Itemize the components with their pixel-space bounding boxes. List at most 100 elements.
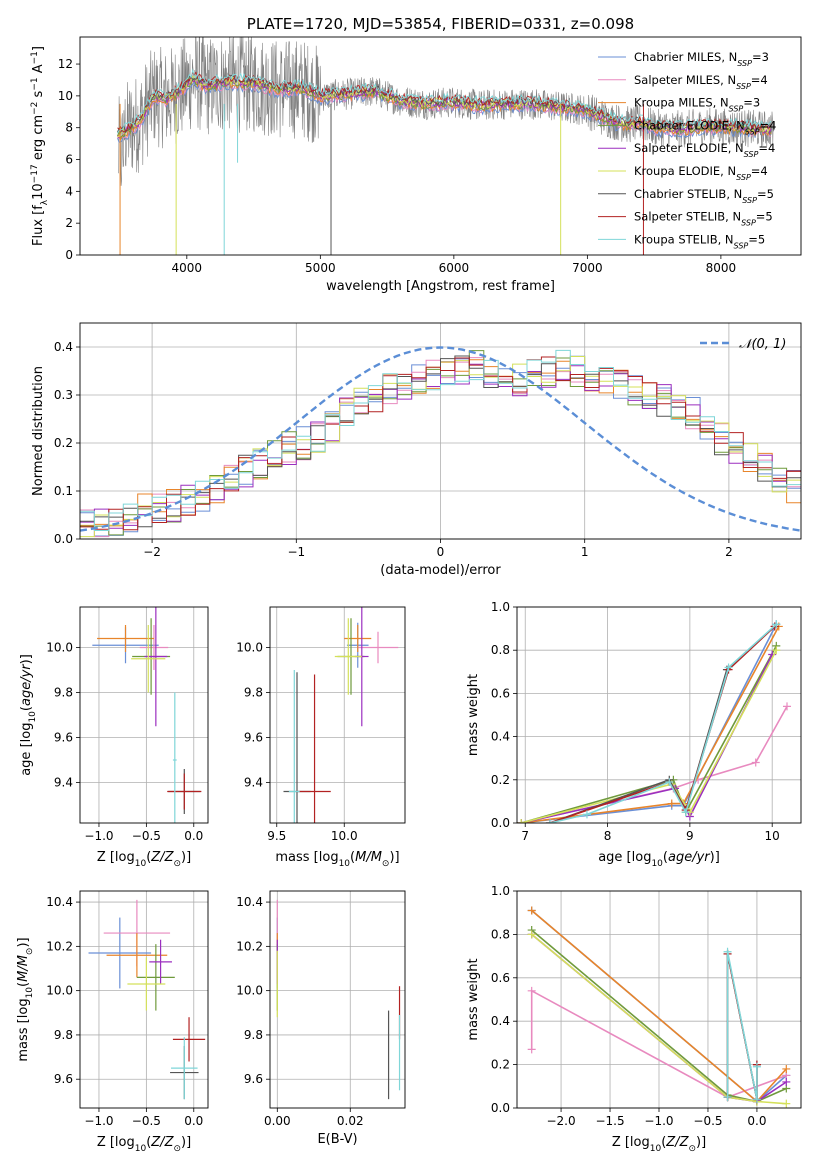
x-tick-label: 10 <box>765 829 780 843</box>
weight-line-kroupa_elodie <box>531 933 787 1105</box>
chart-title: PLATE=1720, MJD=53854, FIBERID=0331, z=0… <box>247 15 634 33</box>
legend-sub: SSP <box>741 218 756 227</box>
label-part: 10 <box>650 1144 662 1154</box>
x-axis-label: Z [log10(Z/Z⊙)] <box>612 1135 706 1154</box>
x-tick-label: 1 <box>581 545 589 559</box>
y-axis-label: Normed distribution <box>31 366 46 496</box>
weight-marker-kroupa_miles <box>782 1064 791 1073</box>
y-tick-label: 0.0 <box>491 1101 510 1115</box>
weight-marker-salpeter_miles <box>527 986 536 995</box>
x-tick-label: −0.5 <box>132 1114 161 1128</box>
weight-line-kroupa_elodie <box>520 649 778 823</box>
weight-marker-salpeter_miles <box>527 1045 536 1054</box>
y-tick-label: 0.1 <box>54 484 73 498</box>
y-tick-label: 9.6 <box>54 1072 73 1086</box>
label-part: age [log <box>598 850 651 865</box>
weight-marker-kroupa_elodie <box>782 1099 791 1108</box>
label-part: 10 <box>28 711 38 723</box>
weight-line-chabrier_elodie <box>531 929 787 1103</box>
weight-marker-kroupa_miles <box>667 799 676 808</box>
y-axis-label: mass [log10(M/M⊙)] <box>16 937 35 1061</box>
axes-frame <box>79 606 209 824</box>
x-tick-label: −1.0 <box>644 1114 673 1128</box>
legend-value: =4 <box>760 118 777 132</box>
legend-value: =5 <box>748 232 765 246</box>
x-axis-label: mass [log10(M/M⊙)] <box>275 850 399 869</box>
y-axis-label: Flux [fλ10−17 erg cm−2 s−1 A−1] <box>30 46 50 246</box>
panel-mass_vs_ebv: 0.00 0.02 9.6 9.8 10.0 10.2 10.4 E(B-V) <box>236 890 406 1147</box>
label-part: −1 <box>30 77 40 90</box>
grid <box>270 891 405 1108</box>
y-tick-label: 10.2 <box>46 939 73 953</box>
x-tick-label: 2 <box>725 545 733 559</box>
x-tick-label: 9.5 <box>267 829 286 843</box>
legend-name: Salpeter MILES, N <box>634 73 736 87</box>
label-part: Z/Z <box>150 1135 174 1150</box>
x-tick-label: −2 <box>143 545 161 559</box>
weight-line-kroupa_miles <box>520 626 780 823</box>
model-spectrum-kroupa_stelib <box>117 68 772 134</box>
x-tick-label: 9 <box>686 829 694 843</box>
label-part: age/yr <box>19 663 34 706</box>
legend-sub: SSP <box>737 59 752 68</box>
y-tick-label: 10.0 <box>46 641 73 655</box>
x-tick-label: 10.0 <box>331 829 358 843</box>
label-part: erg cm <box>31 115 46 164</box>
label-part: −17 <box>30 164 40 183</box>
weight-marker-kroupa_stelib <box>545 819 554 823</box>
plot-area <box>80 346 801 538</box>
x-tick-label: −1.0 <box>84 1114 113 1128</box>
weight-marker-kroupa_miles <box>527 906 536 915</box>
label-part: ⊙ <box>173 1144 181 1154</box>
legend-sub: SSP <box>745 127 760 136</box>
legend-name: Kroupa MILES, N <box>634 96 729 110</box>
y-tick-label: 10.4 <box>46 895 73 909</box>
y-tick-label: 10 <box>58 89 73 103</box>
x-tick-label: 8 <box>604 829 612 843</box>
x-tick-label: 0.00 <box>264 1114 291 1128</box>
y-tick-label: 9.8 <box>244 1028 263 1042</box>
axes-frame <box>269 890 406 1109</box>
legend-sub: SSP <box>736 173 751 182</box>
y-tick-label: 0 <box>65 248 73 262</box>
panel-age_vs_Z: −1.0 −0.5 0.09.49.69.810.0Z [log10(Z/Z⊙)]a… <box>19 606 209 869</box>
weight-line-kroupa_stelib <box>549 623 777 823</box>
x-tick-label: 8000 <box>706 261 737 275</box>
weight-marker-kroupa_stelib <box>665 777 674 786</box>
plot-area <box>88 899 206 1100</box>
weight-marker-kroupa_stelib <box>723 1093 732 1102</box>
label-part: age [log <box>19 723 34 776</box>
label-part: M/M <box>355 850 382 865</box>
panel-residuals: −2 −1 0 1 2 0.0 0.1 0.2 0.3 0.4 (data-model)/error… <box>31 322 802 578</box>
y-tick-label: 0.8 <box>491 927 510 941</box>
y-axis-label: age [log10(age/yr)] <box>19 654 38 776</box>
label-part: M/M <box>16 955 31 982</box>
panel-age_vs_mass: 9.5 10.0 9.4 9.6 9.8 10.0 mass [log10(M/M⊙)] <box>236 606 406 869</box>
weight-marker-kroupa_stelib <box>681 808 690 817</box>
y-tick-label: 10.0 <box>236 984 263 998</box>
plot-area <box>283 607 399 823</box>
label-part: ⊙ <box>25 948 35 956</box>
label-part: 10 <box>135 1144 147 1154</box>
grid <box>270 607 405 823</box>
label-part: Z/Z <box>665 1135 689 1150</box>
weight-marker-kroupa_stelib <box>772 620 781 629</box>
y-tick-label: 2 <box>65 216 73 230</box>
x-axis-label: age [log10(age/yr)] <box>598 850 720 869</box>
label-part: )] <box>16 937 31 947</box>
histogram-chabrier_stelib <box>80 355 801 528</box>
label-part: mass [log <box>275 850 338 865</box>
y-tick-label: 6 <box>65 153 73 167</box>
legend-sub: SSP <box>742 195 757 204</box>
panel-weight_vs_Z: −2.0 −1.5 −1.0 −0.5 0.0 0.0 0.2 0.4 0.6 0.8 1.0 mas… <box>466 884 802 1154</box>
x-tick-label: 4000 <box>172 261 203 275</box>
y-tick-label: 0.2 <box>491 773 510 787</box>
y-tick-label: 9.6 <box>244 1072 263 1086</box>
x-tick-label: 0.0 <box>747 1114 766 1128</box>
weight-line-chabrier_elodie <box>520 645 778 823</box>
x-axis-label: Z [log10(Z/Z⊙)] <box>97 1135 191 1154</box>
label-part: ] <box>31 46 46 51</box>
histogram-kroupa_stelib <box>80 349 801 531</box>
